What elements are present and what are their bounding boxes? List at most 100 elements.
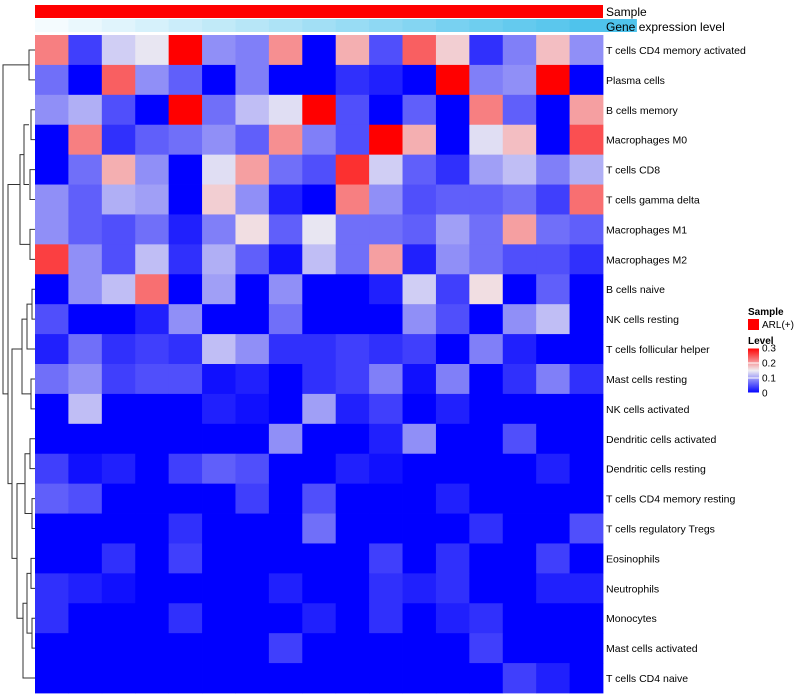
- heatmap-cell: [335, 393, 370, 425]
- heatmap-cell: [502, 124, 537, 156]
- expression-annotation-cell: [603, 19, 637, 32]
- heatmap-cell: [569, 543, 604, 574]
- heatmap-cell: [536, 154, 570, 185]
- heatmap-cell: [502, 94, 537, 126]
- row-label: Mast cells resting: [606, 374, 687, 386]
- heatmap-cell: [402, 603, 437, 634]
- heatmap-cell: [536, 304, 570, 335]
- heatmap-cell: [202, 154, 236, 185]
- heatmap-cell: [435, 94, 470, 126]
- heatmap-cell: [335, 124, 370, 156]
- heatmap-cell: [35, 35, 69, 66]
- heatmap-cell: [502, 663, 537, 694]
- heatmap-cell: [168, 64, 203, 96]
- heatmap-cell: [135, 513, 170, 544]
- heatmap-cell: [469, 244, 504, 275]
- heatmap-cell: [536, 453, 570, 485]
- expression-annotation-cell: [335, 19, 370, 32]
- heatmap-cell: [469, 513, 504, 544]
- heatmap-cell: [68, 244, 103, 275]
- heatmap-cell: [536, 35, 570, 66]
- heatmap-cell: [101, 423, 136, 455]
- heatmap-cell: [235, 483, 270, 514]
- heatmap-cell: [335, 274, 370, 305]
- heatmap-cell: [569, 214, 604, 245]
- heatmap-cell: [268, 304, 303, 335]
- heatmap-cell: [435, 304, 470, 335]
- heatmap-cell: [536, 64, 570, 96]
- heatmap-cell: [68, 274, 103, 305]
- heatmap-cell: [402, 543, 437, 574]
- heatmap-cell: [369, 64, 403, 96]
- heatmap-cell: [202, 483, 236, 514]
- row-label: Mast cells activated: [606, 643, 698, 655]
- heatmap-cell: [235, 513, 270, 544]
- dendrogram-branches: [2, 49, 35, 679]
- heatmap-cell: [569, 35, 604, 66]
- heatmap-cell: [101, 603, 136, 634]
- row-label: Plasma cells: [606, 75, 665, 87]
- heatmap-cell: [536, 603, 570, 634]
- heatmap-cell: [235, 543, 270, 574]
- heatmap-cell: [68, 483, 103, 514]
- heatmap-cell: [369, 304, 403, 335]
- heatmap-cell: [469, 364, 504, 395]
- heatmap-cell: [35, 453, 69, 485]
- heatmap-cell: [135, 64, 170, 96]
- sample-annotation-bar: [35, 5, 603, 18]
- expression-annotation-cell: [569, 19, 604, 32]
- heatmap-cell: [502, 393, 537, 425]
- row-label: B cells memory: [606, 105, 679, 117]
- heatmap-cell: [435, 513, 470, 544]
- heatmap-cell: [202, 64, 236, 96]
- heatmap-cell: [435, 663, 470, 694]
- row-label: Neutrophils: [606, 583, 659, 595]
- heatmap-cell: [235, 423, 270, 455]
- heatmap-cell: [202, 364, 236, 395]
- heatmap-cell: [268, 94, 303, 126]
- heatmap-cell: [469, 603, 504, 634]
- heatmap-cell: [302, 573, 337, 604]
- heatmap-cell: [101, 543, 136, 574]
- heatmap-cell: [302, 304, 337, 335]
- heatmap-cell: [402, 423, 437, 455]
- heatmap-cell: [536, 513, 570, 544]
- heatmap-cell: [35, 393, 69, 425]
- heatmap-cell: [35, 423, 69, 455]
- heatmap-cell: [202, 244, 236, 275]
- heatmap-cell: [569, 304, 604, 335]
- heatmap-cell: [335, 94, 370, 126]
- heatmap-cell: [435, 483, 470, 514]
- heatmap-cell: [402, 573, 437, 604]
- heatmap-cell: [101, 154, 136, 185]
- heatmap-cell: [335, 244, 370, 275]
- heatmap-cell: [369, 35, 403, 66]
- row-label: B cells naive: [606, 284, 665, 296]
- heatmap-cell: [235, 124, 270, 156]
- heatmap-cell: [502, 184, 537, 215]
- heatmap-cell: [536, 633, 570, 664]
- heatmap-cell: [268, 244, 303, 275]
- heatmap-cell: [402, 633, 437, 664]
- heatmap-cell: [536, 573, 570, 604]
- heatmap-cell: [502, 573, 537, 604]
- heatmap-cell: [202, 573, 236, 604]
- row-label: Eosinophils: [606, 553, 660, 565]
- heatmap-cell: [569, 603, 604, 634]
- heatmap-cell: [335, 453, 370, 485]
- heatmap-cell: [35, 214, 69, 245]
- heatmap-cell: [469, 64, 504, 96]
- heatmap-cell: [68, 64, 103, 96]
- heatmap-cell: [135, 334, 170, 365]
- heatmap-cell: [502, 603, 537, 634]
- heatmap-cell: [135, 603, 170, 634]
- expression-annotation-cell: [402, 19, 437, 32]
- heatmap-cell: [402, 64, 437, 96]
- heatmap-cell: [302, 94, 337, 126]
- heatmap-cell: [168, 214, 203, 245]
- heatmap-cells: [35, 35, 604, 694]
- heatmap-cell: [502, 334, 537, 365]
- heatmap-cell: [569, 453, 604, 485]
- heatmap-cell: [502, 35, 537, 66]
- heatmap-cell: [168, 244, 203, 275]
